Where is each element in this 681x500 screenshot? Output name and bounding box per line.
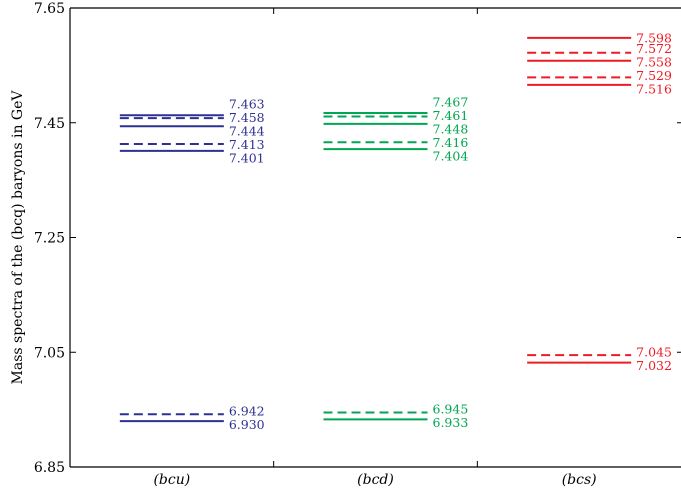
y-tick-label: 7.25 xyxy=(34,231,65,247)
level-value-label: 7.598 xyxy=(636,30,672,45)
level-value-label: 7.516 xyxy=(636,82,672,97)
level-value-label: 7.401 xyxy=(229,150,265,165)
level-value-label: 7.045 xyxy=(636,345,672,360)
x-category-label: (bcd) xyxy=(357,472,394,488)
level-value-label: 6.942 xyxy=(229,403,265,418)
level-value-label: 6.933 xyxy=(433,415,469,430)
level-value-label: 6.945 xyxy=(433,402,469,417)
level-value-label: 7.032 xyxy=(636,358,672,373)
y-axis-title: Mass spectra of the (bcq) baryons in GeV xyxy=(10,90,26,385)
level-value-label: 7.558 xyxy=(636,55,672,70)
level-value-label: 7.413 xyxy=(229,137,265,152)
y-tick-label: 6.85 xyxy=(34,460,65,476)
level-value-label: 7.444 xyxy=(229,123,265,138)
y-tick-label: 7.45 xyxy=(34,116,65,132)
level-value-label: 7.448 xyxy=(433,121,469,136)
level-value-label: 7.461 xyxy=(433,108,469,123)
level-value-label: 7.463 xyxy=(229,96,265,111)
level-value-label: 6.930 xyxy=(229,417,265,432)
level-value-label: 7.572 xyxy=(636,41,672,56)
y-axis: 6.85 7.05 7.25 7.45 7.65 xyxy=(34,1,681,476)
level-value-label: 7.404 xyxy=(433,148,469,163)
x-category-label: (bcs) xyxy=(562,472,597,488)
level-value-label: 7.467 xyxy=(433,94,469,109)
x-axis: (bcu) (bcd) (bcs) xyxy=(153,8,597,488)
level-value-label: 7.416 xyxy=(433,135,469,150)
y-tick-label: 7.05 xyxy=(34,345,65,361)
level-value-label: 7.529 xyxy=(636,68,672,83)
level-value-label: 7.458 xyxy=(229,110,265,125)
x-category-label: (bcu) xyxy=(153,472,190,488)
y-tick-label: 7.65 xyxy=(34,1,65,17)
